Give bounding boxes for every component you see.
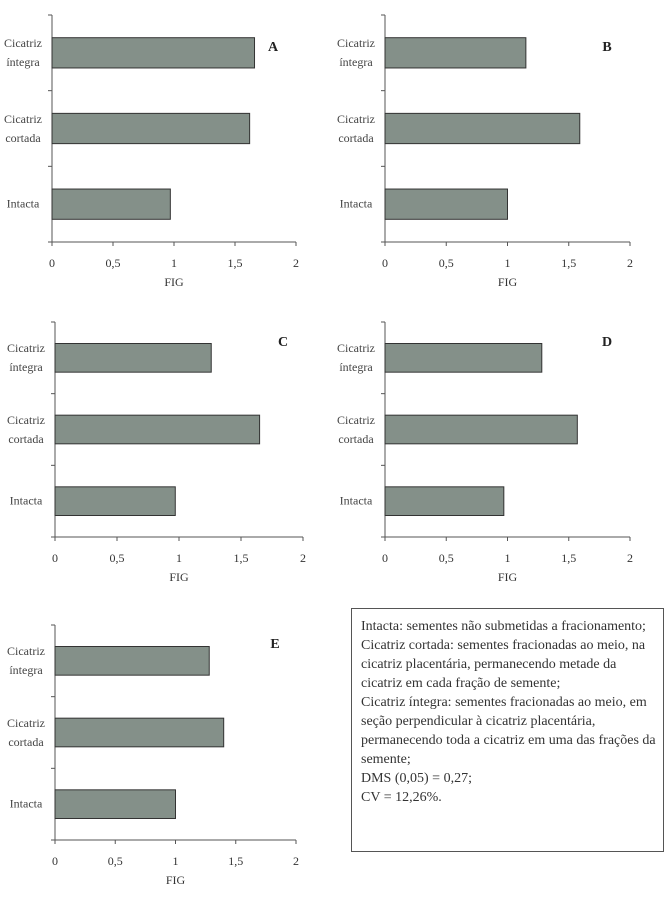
category-label: Cicatriz íntegra (7, 340, 45, 374)
x-tick-label: 1 (171, 256, 177, 270)
x-tick-label: 0,5 (108, 854, 123, 868)
x-tick-label: 2 (627, 551, 633, 565)
x-tick-label: 1,5 (228, 854, 243, 868)
x-tick-label: 1,5 (561, 256, 576, 270)
x-tick-label: 0 (52, 551, 58, 565)
legend-line: Cicatriz cortada: sementes fracionadas a… (361, 638, 646, 691)
x-tick-label: 0 (52, 854, 58, 868)
x-tick-label: 1,5 (234, 551, 249, 565)
category-label: Intacta (9, 796, 43, 811)
bar (54, 717, 225, 748)
x-tick-label: 0 (49, 256, 55, 270)
x-tick-label: 0 (382, 551, 388, 565)
x-tick-label: 2 (293, 256, 299, 270)
x-tick-label: 1 (505, 256, 511, 270)
x-axis-label: FIG (498, 275, 518, 289)
bar (54, 343, 212, 373)
x-tick-label: 0,5 (439, 256, 454, 270)
x-tick-label: 1,5 (228, 256, 243, 270)
category-label: Intacta (339, 493, 373, 508)
legend-line: Cicatriz íntegra: sementes fracionadas a… (361, 695, 656, 767)
x-tick-label: 2 (627, 256, 633, 270)
x-tick-label: 1 (505, 551, 511, 565)
legend-line: Intacta: sementes não submetidas a fraci… (361, 619, 646, 634)
category-label: Cicatriz cortada (7, 412, 45, 446)
bar (384, 112, 581, 145)
category-label: Intacta (339, 196, 373, 211)
x-tick-label: 0,5 (110, 551, 125, 565)
legend-line: DMS (0,05) = 0,27; (361, 771, 472, 786)
category-label: Cicatriz íntegra (4, 35, 42, 69)
category-label: Cicatriz cortada (337, 412, 375, 446)
category-label: Cicatriz cortada (337, 111, 375, 145)
x-tick-label: 2 (293, 854, 299, 868)
bar (384, 343, 543, 373)
x-axis-label: FIG (166, 873, 186, 887)
panel-title: D (602, 335, 612, 350)
bar (384, 486, 505, 517)
category-label: Cicatriz íntegra (337, 340, 375, 374)
bar (54, 789, 176, 819)
category-label: Cicatriz íntegra (7, 643, 45, 677)
bar (384, 414, 578, 445)
category-label: Intacta (9, 493, 43, 508)
x-tick-label: 2 (300, 551, 306, 565)
bar (51, 112, 251, 145)
bar (384, 188, 508, 220)
panel-title: C (278, 335, 288, 350)
x-tick-label: 1 (173, 854, 179, 868)
panel-title: A (268, 40, 279, 55)
bar (54, 486, 176, 517)
x-tick-label: 1,5 (561, 551, 576, 565)
bar (384, 37, 527, 69)
x-tick-label: 0,5 (439, 551, 454, 565)
category-label: Cicatriz íntegra (337, 35, 375, 69)
legend-line: CV = 12,26%. (361, 790, 442, 805)
x-tick-label: 1 (176, 551, 182, 565)
panel-title: B (602, 40, 611, 55)
x-axis-label: FIG (169, 570, 189, 584)
x-tick-label: 0 (382, 256, 388, 270)
bar (51, 37, 256, 69)
x-axis-label: FIG (164, 275, 184, 289)
category-label: Cicatriz cortada (4, 111, 42, 145)
legend-box: Intacta: sementes não submetidas a fraci… (351, 608, 664, 852)
x-tick-label: 0,5 (106, 256, 121, 270)
bar (54, 414, 261, 445)
panel-title: E (270, 637, 279, 652)
bar (54, 646, 210, 676)
x-axis-label: FIG (498, 570, 518, 584)
category-label: Cicatriz cortada (7, 715, 45, 749)
category-label: Intacta (6, 196, 40, 211)
bar (51, 188, 171, 220)
